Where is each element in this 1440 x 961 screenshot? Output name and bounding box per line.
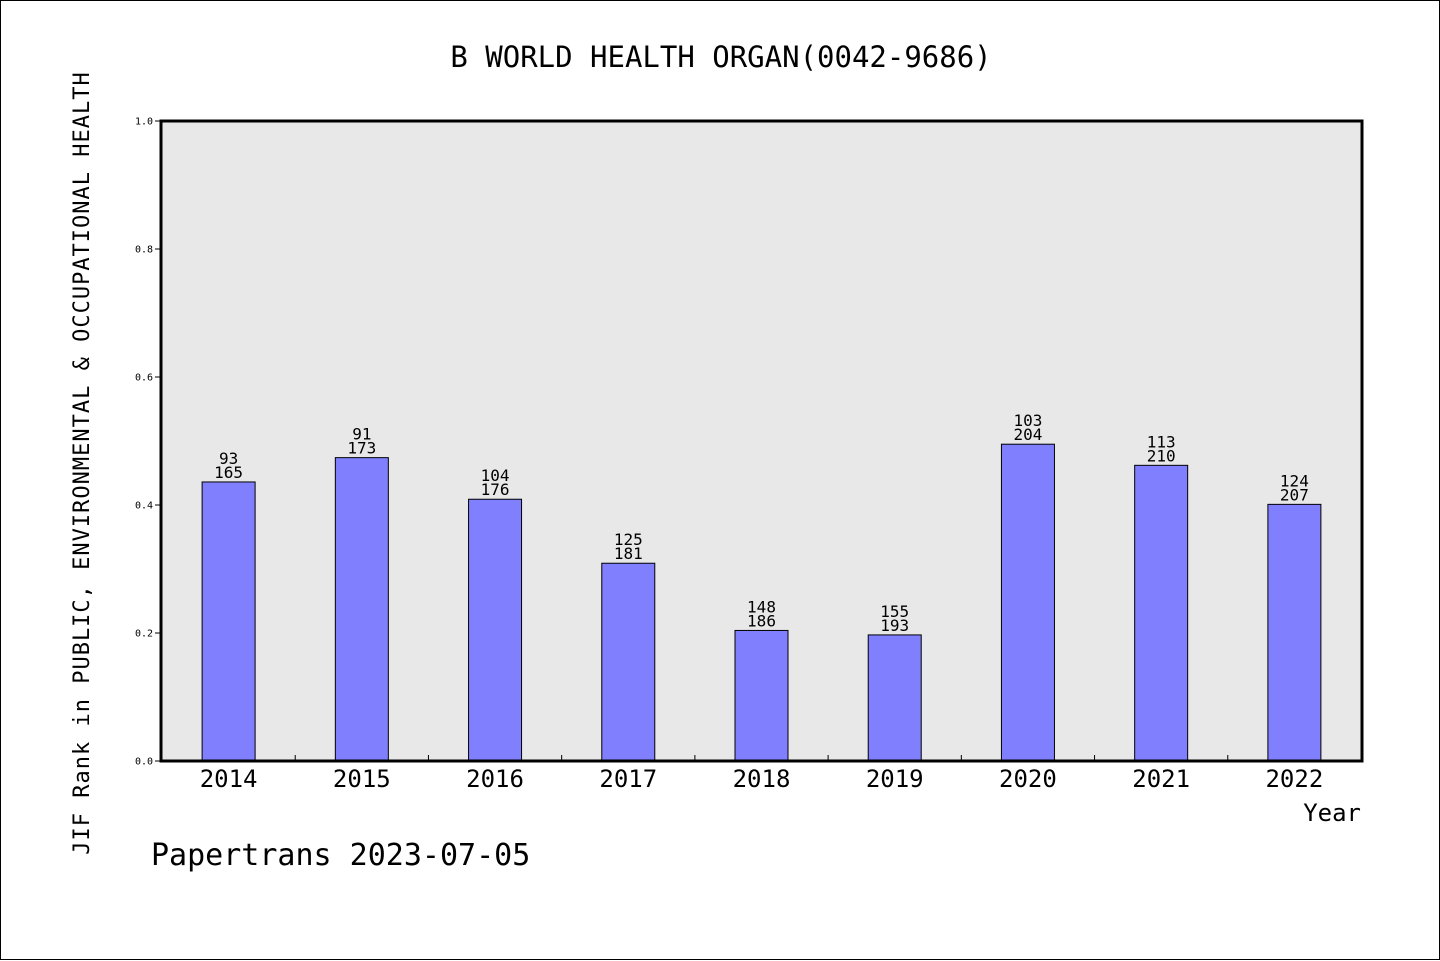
x-tick-label: 2018: [733, 765, 791, 793]
plot-border: [159, 119, 1364, 763]
chart-title: B WORLD HEALTH ORGAN(0042-9686): [450, 40, 991, 74]
x-tick-label: 2016: [466, 765, 524, 793]
bar-total-label: 210: [1147, 446, 1176, 465]
bar: [1267, 503, 1322, 762]
footer-credit: Papertrans 2023-07-05: [151, 838, 530, 873]
bar-total-label: 193: [880, 616, 909, 635]
bar: [201, 481, 256, 762]
x-tick-label: 2019: [866, 765, 924, 793]
y-tick-label: 1.0: [135, 117, 153, 128]
x-tick-label: 2014: [200, 765, 258, 793]
bar-rank-label: 91: [352, 425, 371, 444]
y-tick-label: 0.6: [135, 373, 153, 384]
y-tick-label: 0.2: [135, 629, 153, 640]
bar-rank-label: 148: [747, 597, 776, 616]
bar: [1000, 443, 1055, 762]
bar-total-label: 173: [347, 439, 376, 458]
x-tick-label: 2020: [999, 765, 1057, 793]
bar-total-label: 207: [1280, 485, 1309, 504]
bar: [334, 457, 389, 762]
x-tick-label: 2017: [599, 765, 657, 793]
x-axis-label: Year: [1303, 799, 1361, 827]
bar-total-label: 181: [614, 544, 643, 563]
bar: [1134, 464, 1189, 762]
y-axis-ticks: 0.0 0.2 0.4 0.6 0.8 1.0: [135, 117, 161, 768]
bar-rank-label: 93: [219, 449, 238, 468]
bar-rank-label: 104: [481, 466, 510, 485]
bar-total-label: 176: [481, 480, 510, 499]
bar-rank-label: 125: [614, 530, 643, 549]
y-axis-label: JIF Rank in PUBLIC, ENVIRONMENTAL & OCCU…: [70, 71, 95, 854]
bar: [601, 562, 656, 762]
y-tick-label: 0.8: [135, 245, 153, 256]
y-tick-label: 0.0: [135, 757, 153, 768]
bar: [734, 629, 789, 762]
bar-rank-label: 103: [1013, 411, 1042, 430]
bar-total-label: 186: [747, 611, 776, 630]
bar-rank-label: 113: [1147, 432, 1176, 451]
bar-total-label: 204: [1013, 425, 1042, 444]
x-tick-label: 2021: [1132, 765, 1190, 793]
bar-rank-label: 155: [880, 602, 909, 621]
x-axis-ticks: 2014 2015 2016 2017 2018 2019 2020 2021 2022: [200, 755, 1323, 793]
bar: [468, 498, 523, 762]
bars-group: [201, 443, 1322, 762]
x-tick-label: 2015: [333, 765, 391, 793]
bar: [867, 634, 922, 762]
x-tick-label: 2022: [1265, 765, 1323, 793]
bar-rank-label: 124: [1280, 471, 1309, 490]
bar-total-label: 165: [214, 463, 243, 482]
y-tick-label: 0.4: [135, 501, 153, 512]
